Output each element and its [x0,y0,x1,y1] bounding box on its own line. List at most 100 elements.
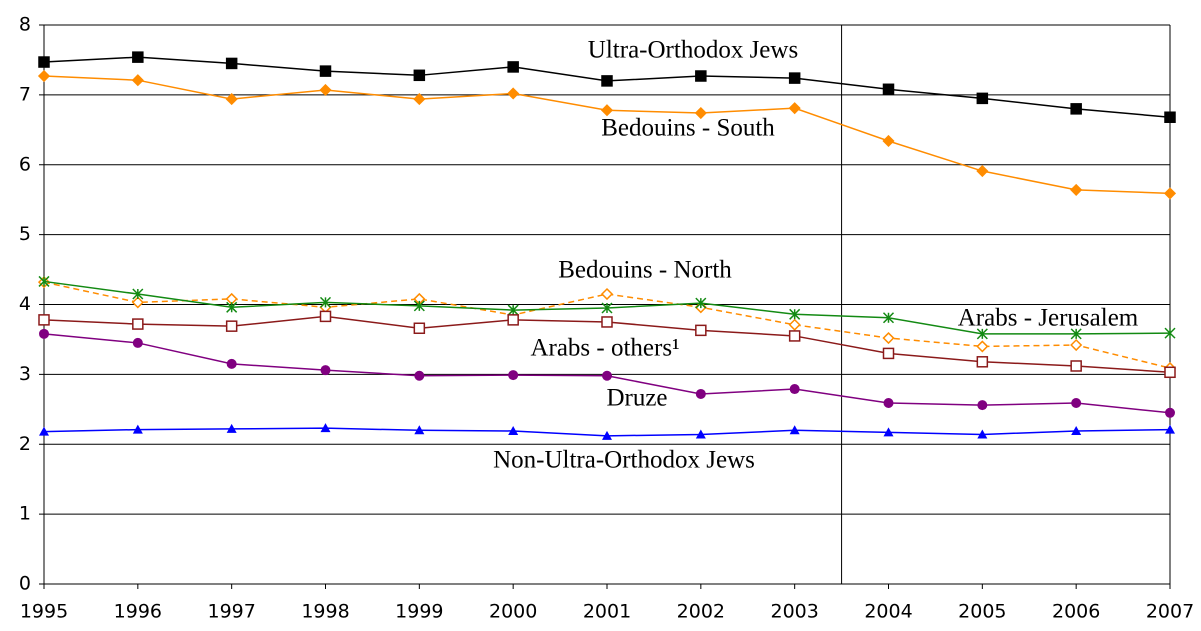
marker [1071,398,1082,409]
series-label: Bedouins - South [601,115,775,142]
marker [38,56,50,68]
marker [695,429,706,439]
marker [508,370,519,381]
marker [788,72,801,84]
y-tick-label: 8 [19,14,31,36]
marker [1163,187,1177,200]
y-tick-label: 1 [19,503,31,525]
marker [1070,183,1083,196]
x-tick-label: 1999 [395,601,443,623]
marker [507,87,520,100]
marker [1070,360,1082,372]
marker [977,429,988,439]
marker [38,314,50,326]
marker [600,104,614,117]
marker [788,318,801,331]
series-label: Bedouins - North [558,257,732,284]
marker [1165,424,1175,434]
marker [226,358,237,369]
marker [225,57,238,70]
marker [976,328,988,340]
marker [695,297,707,309]
y-tick-label: 5 [19,223,31,245]
marker [788,330,801,342]
marker [1164,366,1176,379]
marker [1164,327,1176,339]
y-tick-label: 6 [19,153,31,175]
marker [413,93,426,106]
x-tick-label: 2007 [1146,601,1194,623]
marker [319,310,332,323]
marker [39,328,49,339]
x-tick-label: 2000 [489,601,537,623]
marker [225,320,238,332]
marker [882,134,895,148]
marker [414,370,425,381]
marker [882,331,895,345]
marker [882,347,895,360]
marker [695,324,707,337]
marker [1070,328,1082,340]
marker [976,340,989,353]
y-tick-label: 2 [19,433,31,455]
marker [39,426,49,436]
series-label: Non-Ultra-Orthodox Jews [493,447,755,474]
marker [320,365,331,376]
marker [1164,111,1176,123]
marker [131,296,144,309]
marker [319,83,332,97]
marker [413,322,426,335]
marker [38,275,50,287]
marker [695,388,706,399]
x-tick-label: 2005 [958,601,1006,623]
marker [694,106,707,120]
y-tick-label: 7 [19,83,31,105]
y-tick-label: 0 [19,573,31,595]
marker [507,61,519,73]
marker [226,423,237,433]
x-tick-label: 2002 [677,601,725,623]
marker [1070,338,1083,352]
marker [600,287,614,301]
marker [602,430,612,440]
marker [883,398,894,409]
marker [132,424,143,434]
marker [976,92,989,105]
series-label: Ultra-Orthodox Jews [588,37,798,64]
marker [1070,103,1082,115]
marker [882,83,895,96]
x-tick-label: 1998 [301,601,349,623]
marker [695,70,707,82]
x-tick-label: 1997 [207,601,255,623]
marker [413,69,426,82]
marker [601,302,613,314]
marker [132,337,143,348]
marker [131,74,144,87]
marker [601,316,613,328]
x-tick-label: 2003 [770,601,818,623]
marker [789,384,800,395]
x-tick-label: 2004 [864,601,912,623]
marker [601,75,613,87]
series-label: Arabs - Jerusalem [958,305,1139,332]
marker [1071,425,1082,435]
x-tick-label: 1995 [20,601,68,623]
marker [789,308,801,320]
marker [132,51,144,63]
y-tick-label: 3 [19,363,31,385]
marker [413,300,425,312]
marker [507,304,519,316]
y-tick-label: 4 [19,293,31,315]
marker [507,314,519,326]
marker [319,296,332,308]
marker [37,69,51,83]
x-tick-label: 1996 [114,601,162,623]
marker [602,370,612,381]
marker [319,65,332,77]
x-tick-label: 2006 [1052,601,1100,623]
series-label: Druze [606,385,667,412]
x-tick-label: 2001 [583,601,631,623]
marker [226,301,238,313]
marker [976,164,989,178]
marker [883,427,894,437]
